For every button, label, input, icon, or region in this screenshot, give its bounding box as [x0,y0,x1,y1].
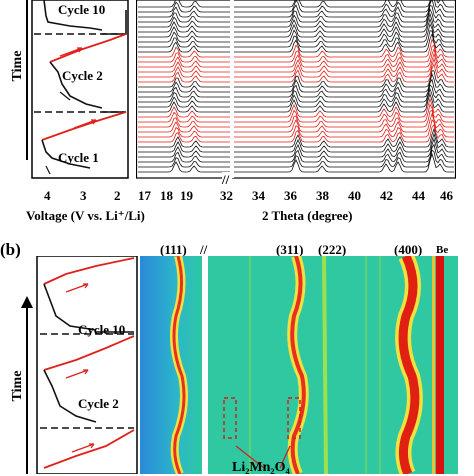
voltage-tick-2: 2 [114,188,121,203]
theta-tick-44: 44 [412,188,425,203]
xrd-trace [138,143,454,163]
xrd-trace [138,0,454,13]
xrd-trace [138,5,454,23]
xrd-trace [138,70,454,88]
theta-tick-17: 17 [138,188,151,203]
xrd-trace [138,103,454,123]
peak-label-222: (222) [318,242,347,257]
xrd-trace [138,0,454,18]
time-axis-label-b: Time [10,370,25,402]
theta-tick-46: 46 [440,188,453,203]
voltage-profile-a [31,0,129,179]
peak-label-be: Be [436,244,449,256]
xrd-trace [138,38,454,58]
xrd-heatmap [140,256,458,474]
peak-label-400: (400) [394,242,423,257]
xrd-trace [138,97,454,118]
theta-tick-34: 34 [252,188,265,203]
xrd-trace [138,47,454,68]
xrd-trace [138,44,454,63]
theta-tick-32: 32 [220,188,233,203]
xrd-trace [138,32,454,53]
xrd-trace [138,52,454,73]
cycle-10-label-b: Cycle 10 [78,322,126,337]
time-axis-arrow-b [21,296,33,308]
panel-b: (b) (111) (311) (222) (400) Be // Time C… [0,238,474,475]
theta-tick-42: 42 [380,188,393,203]
time-axis-line-b [26,304,28,474]
axis-break-gap [230,0,234,178]
theta-tick-40: 40 [348,188,361,203]
theta-tick-19: 19 [180,188,193,203]
xrd-trace [138,7,454,28]
voltage-profile-b [36,256,138,474]
xrd-trace [138,0,454,8]
axis-break-glyph-a: // [222,172,230,187]
axis-break-a [222,172,232,186]
xrd-trace [138,149,454,168]
xrd-trace [138,112,454,133]
cycle-10-label-a: Cycle 10 [58,2,106,17]
panel-b-letter: (b) [0,240,21,259]
xrd-trace [138,152,454,173]
xrd-trace [138,78,454,98]
time-axis-line-a [26,0,28,160]
axis-break-glyph-b: // [200,242,208,257]
xrd-trace [138,137,454,158]
xrd-trace [138,22,454,43]
xrd-trace [138,87,454,108]
xrd-trace [138,72,454,93]
xrd-trace [138,132,454,153]
xrd-trace [138,17,454,38]
xrd-trace [138,84,454,103]
xrd-trace [138,57,454,78]
theta-tick-36: 36 [284,188,297,203]
voltage-tick-4: 4 [44,188,51,203]
theta-tick-38: 38 [316,188,329,203]
xrd-stacked-patterns [136,0,456,179]
xrd-trace [138,12,454,33]
cycle-1-label-a: Cycle 1 [58,150,99,165]
li2mn2o4-annotation: Li₂Mn₂O₄ [232,460,290,475]
peak-label-311: (311) [276,242,304,257]
cycle-2-label-a: Cycle 2 [62,68,103,83]
voltage-axis-title: Voltage (V vs. Li⁺/Li) [26,208,145,223]
time-axis-label-a: Time [10,50,25,82]
xrd-trace [138,127,454,148]
xrd-trace [138,123,454,143]
theta-axis-title: 2 Theta (degree) [262,208,353,223]
cycle-2-label-b: Cycle 2 [78,396,119,411]
panel-a: Time Cycle 10 Cycle 2 Cycle 1 4 3 2 // 1… [10,0,456,223]
xrd-trace [138,63,454,83]
xrd-trace [138,109,454,128]
xrd-trace [138,92,454,113]
xrd-trace [138,119,454,138]
xrd-trace [138,30,454,48]
voltage-tick-3: 3 [80,188,87,203]
theta-tick-18: 18 [160,188,173,203]
peak-label-111: (111) [160,242,187,257]
